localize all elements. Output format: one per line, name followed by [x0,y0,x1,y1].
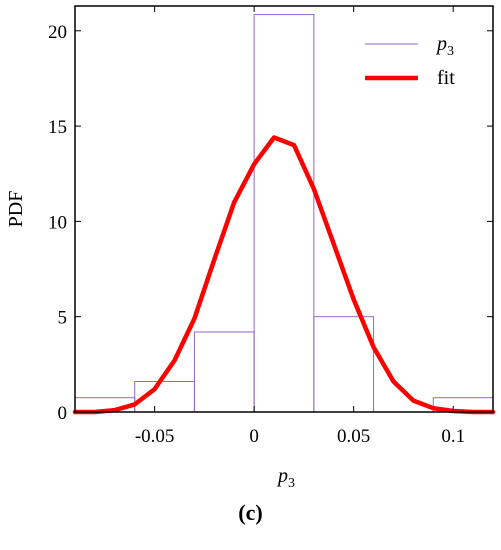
y-axis-label: PDF [5,191,27,228]
legend: p3 fit [365,33,455,89]
x-tick-label: -0.05 [135,426,175,447]
y-tick-label: 15 [48,117,67,138]
x-axis-label-main: p [276,465,288,487]
legend-fit-label: fit [437,67,455,89]
legend-histogram-label-subscript: 3 [447,44,454,59]
x-axis-label: p3 [276,465,295,491]
x-tick-label: 0.1 [441,426,465,447]
y-tick-label: 5 [58,308,68,329]
legend-histogram-label: p3 [435,33,454,59]
histogram-bar [253,14,315,413]
y-tick-label: 20 [48,22,67,43]
plot-frame [74,5,494,413]
panel-label: (c) [238,500,263,525]
x-tick-label: 0.05 [337,426,370,447]
x-axis-label-subscript: 3 [288,476,295,491]
legend-histogram-label-main: p [435,33,447,55]
y-tick-label: 0 [58,403,68,424]
panel-label-text: c [245,500,256,525]
histogram-bar [193,331,255,413]
x-tick-label: 0 [249,426,259,447]
y-tick-label: 10 [48,212,67,233]
fit-curve [72,135,496,415]
